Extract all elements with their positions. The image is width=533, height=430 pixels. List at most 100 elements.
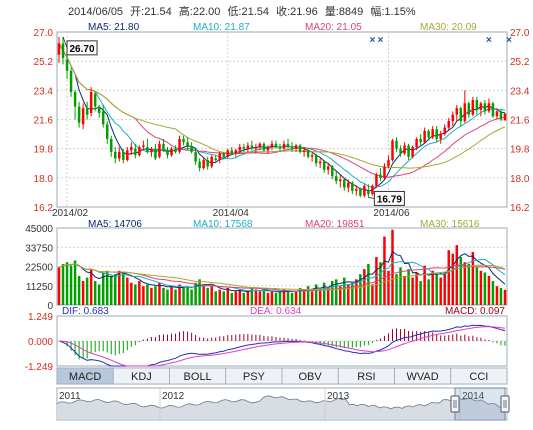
- annotation-leader: [368, 197, 375, 199]
- candle: [166, 147, 169, 159]
- macd-tick: 0.000: [28, 337, 53, 348]
- candle: [61, 36, 65, 65]
- volume-bar: [186, 286, 189, 305]
- volume-bar: [89, 269, 93, 305]
- candle: [258, 142, 262, 151]
- price-panel[interactable]: 27.0 27.0 25.2 25.2 23.4 23.4 21.6 21.6 19.8 19.8…: [34, 22, 530, 219]
- volume-bar: [134, 284, 137, 305]
- candle-body: [198, 161, 201, 169]
- macd-panel[interactable]: 1.249 0.000 -1.249 DIF: 0.683 DEA: 0.634 MACD…: [25, 306, 508, 373]
- volume-bar: [69, 265, 73, 305]
- volume-bar: [97, 284, 101, 305]
- candle: [391, 138, 394, 162]
- header-low: 21.54: [242, 6, 270, 18]
- candle: [57, 36, 61, 63]
- volume-bar: [415, 272, 418, 305]
- candle-body: [77, 106, 81, 123]
- candle: [491, 101, 495, 118]
- volume-legend-item: MA20: 19851: [305, 219, 365, 230]
- price-legend-item: MA20: 21.05: [305, 22, 362, 33]
- volume-panel[interactable]: 45000 33750 22500 11250 0 MA5: 14706 MA10: 175…: [25, 219, 508, 312]
- candle: [101, 104, 105, 128]
- tab-macd[interactable]: MACD: [56, 367, 114, 385]
- candle-body: [270, 143, 274, 148]
- candle: [198, 158, 201, 172]
- tab-kdj[interactable]: KDJ: [112, 367, 170, 385]
- candle: [495, 108, 499, 120]
- candle-body: [238, 147, 242, 151]
- navigator-line: [56, 395, 508, 410]
- price-tick-right: 18.0: [510, 174, 530, 185]
- candle: [69, 67, 73, 97]
- tab-label: OBV: [299, 371, 323, 383]
- tab-obv[interactable]: OBV: [281, 367, 339, 385]
- candle-body: [411, 147, 414, 157]
- candle-body: [322, 161, 326, 170]
- volume-bar: [190, 289, 193, 305]
- price-tick-left: 25.2: [34, 57, 54, 68]
- volume-bar: [467, 263, 471, 305]
- header-low-label: 低:: [227, 5, 241, 18]
- tab-label: PSY: [243, 371, 266, 383]
- navigator-handle-left[interactable]: [450, 395, 460, 413]
- candle-body: [226, 150, 230, 157]
- candle: [395, 137, 398, 152]
- volume-bar: [174, 289, 177, 305]
- candle-body: [326, 166, 330, 170]
- indicator-tabs: MACD KDJ BOLL PSY OBV RSI WVAD CCI: [56, 367, 508, 385]
- candle: [77, 101, 81, 128]
- time-navigator[interactable]: 2011 2012 2013 2014: [56, 387, 510, 421]
- candle: [109, 135, 113, 157]
- navigator-selection: [454, 387, 506, 421]
- event-marker-icon: ×: [506, 35, 512, 46]
- candle-body: [210, 156, 213, 167]
- header-chg: 1.15%: [384, 6, 415, 18]
- price-tick-left: 16.2: [34, 203, 54, 214]
- candle: [326, 163, 330, 175]
- volume-bar: [503, 289, 507, 305]
- tab-psy[interactable]: PSY: [225, 367, 283, 385]
- candle-body: [138, 147, 141, 156]
- candle-body: [126, 150, 129, 161]
- volume-bar: [290, 293, 294, 305]
- volume-bar: [310, 291, 314, 305]
- candle-body: [423, 130, 426, 143]
- candle-body: [174, 148, 177, 152]
- candle-body: [166, 150, 169, 156]
- candle-body: [298, 145, 302, 152]
- tab-rsi[interactable]: RSI: [337, 367, 395, 385]
- price-tick-left: 21.6: [34, 116, 54, 127]
- tab-label: MACD: [69, 371, 101, 383]
- candle-body: [290, 147, 294, 149]
- volume-bar: [166, 289, 169, 305]
- volume-bar: [162, 287, 165, 305]
- volume-bar: [206, 287, 209, 305]
- navigator-year-label: 2011: [59, 391, 81, 402]
- navigator-handle-right[interactable]: [500, 395, 510, 413]
- candle: [443, 124, 446, 136]
- candle-body: [387, 160, 390, 167]
- candle: [97, 104, 101, 118]
- volume-bar: [298, 287, 302, 305]
- volume-bar: [105, 270, 109, 305]
- candle-body: [73, 91, 77, 107]
- volume-bar: [238, 289, 242, 305]
- candle-body: [61, 43, 65, 58]
- header-quote: 2014/06/05 开:21.54 高:22.00 低:21.54 收:21.…: [68, 4, 416, 18]
- candle-body: [278, 147, 282, 149]
- candle: [334, 171, 338, 185]
- navigator-year-label: 2014: [462, 391, 485, 402]
- candle: [250, 140, 254, 151]
- volume-bar: [395, 274, 398, 305]
- candle-body: [375, 174, 378, 186]
- tab-wvad[interactable]: WVAD: [394, 367, 452, 385]
- volume-bar: [322, 282, 326, 305]
- tab-cci[interactable]: CCI: [450, 367, 508, 385]
- candle: [218, 151, 221, 164]
- tab-boll[interactable]: BOLL: [169, 367, 227, 385]
- candle-body: [330, 166, 334, 177]
- price-tick-right: 25.2: [510, 57, 530, 68]
- candle: [431, 125, 434, 139]
- volume-bar: [85, 277, 89, 305]
